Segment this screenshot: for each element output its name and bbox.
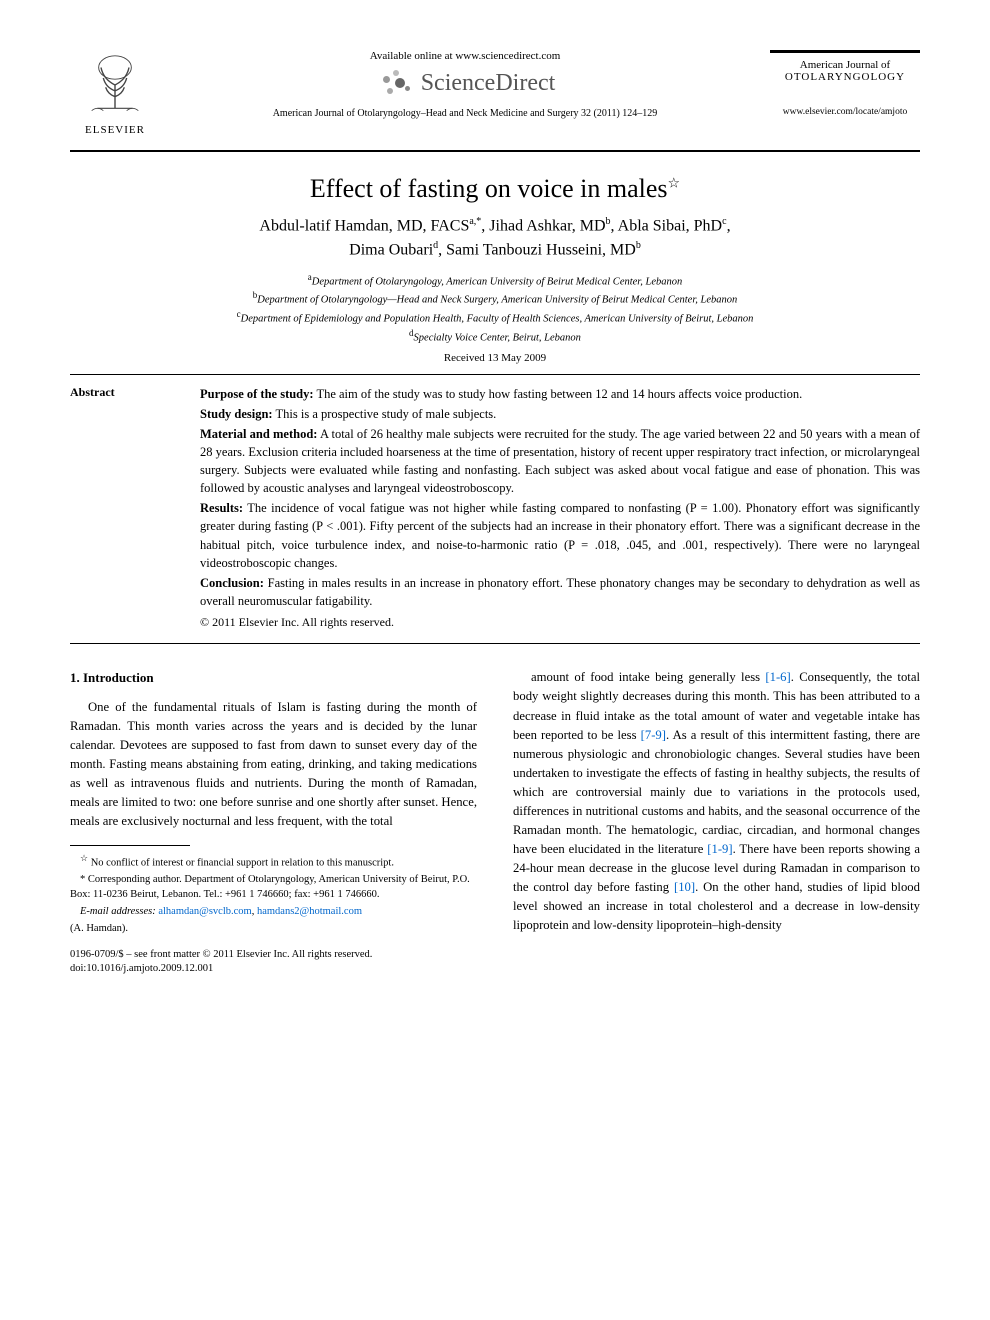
author-3: , Abla Sibai, PhD xyxy=(611,217,723,234)
publisher-logo-block: ELSEVIER xyxy=(70,50,160,136)
affiliations-block: aDepartment of Otolaryngology, American … xyxy=(70,271,920,346)
sciencedirect-brand: ScienceDirect xyxy=(421,70,556,97)
abs-results: The incidence of vocal fatigue was not h… xyxy=(200,501,920,569)
author-2: , Jihad Ashkar, MD xyxy=(481,217,605,234)
abstract-block: Abstract Purpose of the study: The aim o… xyxy=(70,385,920,634)
sciencedirect-logo: ScienceDirect xyxy=(180,68,750,98)
abs-design-label: Study design: xyxy=(200,407,273,421)
received-date: Received 13 May 2009 xyxy=(70,352,920,364)
title-note-marker: ☆ xyxy=(668,176,681,191)
article-title: Effect of fasting on voice in males☆ xyxy=(70,174,920,204)
author-4: Dima Oubari xyxy=(349,242,433,259)
doi-block: 0196-0709/$ – see front matter © 2011 El… xyxy=(70,948,477,976)
column-right: amount of food intake being generally le… xyxy=(513,668,920,976)
author-5: , Sami Tanbouzi Husseini, MD xyxy=(438,242,636,259)
sciencedirect-dots-icon xyxy=(375,68,415,98)
abs-copyright: © 2011 Elsevier Inc. All rights reserved… xyxy=(200,614,920,631)
journal-reference: American Journal of Otolaryngology–Head … xyxy=(180,108,750,119)
header-center: Available online at www.sciencedirect.co… xyxy=(160,50,770,119)
title-text: Effect of fasting on voice in males xyxy=(310,174,668,203)
email-link-1[interactable]: alhamdan@svclb.com xyxy=(158,906,251,917)
section-heading: 1. Introduction xyxy=(70,668,477,688)
conflict-marker: ☆ xyxy=(80,853,88,863)
journal-name-line2: OTOLARYNGOLOGY xyxy=(770,71,920,83)
email-author: (A. Hamdan). xyxy=(70,922,477,937)
affil-b: Department of Otolaryngology—Head and Ne… xyxy=(257,295,737,306)
affil-c: Department of Epidemiology and Populatio… xyxy=(241,314,754,325)
email-link-2[interactable]: hamdans2@hotmail.com xyxy=(257,906,362,917)
footnote-separator xyxy=(70,845,190,846)
corr-text: Corresponding author. Department of Otol… xyxy=(70,874,470,900)
divider-thick xyxy=(70,150,920,152)
ref-link-3[interactable]: [1-9] xyxy=(707,842,732,856)
author-1: Abdul-latif Hamdan, MD, FACS xyxy=(259,217,469,234)
abstract-body: Purpose of the study: The aim of the stu… xyxy=(200,385,920,634)
available-online-text: Available online at www.sciencedirect.co… xyxy=(180,50,750,62)
doi-line: doi:10.1016/j.amjoto.2009.12.001 xyxy=(70,962,477,976)
front-matter-line: 0196-0709/$ – see front matter © 2011 El… xyxy=(70,948,477,962)
abs-material-label: Material and method: xyxy=(200,427,317,441)
abs-purpose-label: Purpose of the study: xyxy=(200,387,314,401)
divider-thin-2 xyxy=(70,643,920,644)
publisher-name: ELSEVIER xyxy=(85,124,145,136)
journal-title-block: American Journal of OTOLARYNGOLOGY www.e… xyxy=(770,50,920,117)
email-label: E-mail addresses: xyxy=(80,906,156,917)
ref-link-1[interactable]: [1-6] xyxy=(765,670,790,684)
abs-purpose: The aim of the study was to study how fa… xyxy=(314,387,803,401)
abs-design: This is a prospective study of male subj… xyxy=(273,407,497,421)
abs-conclusion: Fasting in males results in an increase … xyxy=(200,576,920,608)
body-para-left: One of the fundamental rituals of Islam … xyxy=(70,698,477,831)
footnotes-block: ☆ No conflict of interest or financial s… xyxy=(70,852,477,936)
abstract-label: Abstract xyxy=(70,385,160,634)
body-columns: 1. Introduction One of the fundamental r… xyxy=(70,668,920,976)
abs-conclusion-label: Conclusion: xyxy=(200,576,264,590)
column-left: 1. Introduction One of the fundamental r… xyxy=(70,668,477,976)
page-header: ELSEVIER Available online at www.science… xyxy=(70,50,920,136)
author-sup-5: b xyxy=(636,240,641,251)
abs-results-label: Results: xyxy=(200,501,243,515)
body-para-right: amount of food intake being generally le… xyxy=(513,668,920,935)
author-sup-1: a,* xyxy=(469,216,481,227)
journal-name-line1: American Journal of xyxy=(770,59,920,71)
conflict-text: No conflict of interest or financial sup… xyxy=(88,858,394,869)
affil-a: Department of Otolaryngology, American U… xyxy=(312,276,682,287)
divider-thin-1 xyxy=(70,374,920,375)
elsevier-tree-icon xyxy=(80,50,150,120)
ref-link-2[interactable]: [7-9] xyxy=(641,728,666,742)
header-bar-icon xyxy=(770,50,920,53)
authors-block: Abdul-latif Hamdan, MD, FACSa,*, Jihad A… xyxy=(70,214,920,263)
ref-link-4[interactable]: [10] xyxy=(674,880,695,894)
journal-url: www.elsevier.com/locate/amjoto xyxy=(770,107,920,117)
affil-d: Specialty Voice Center, Beirut, Lebanon xyxy=(414,332,581,343)
